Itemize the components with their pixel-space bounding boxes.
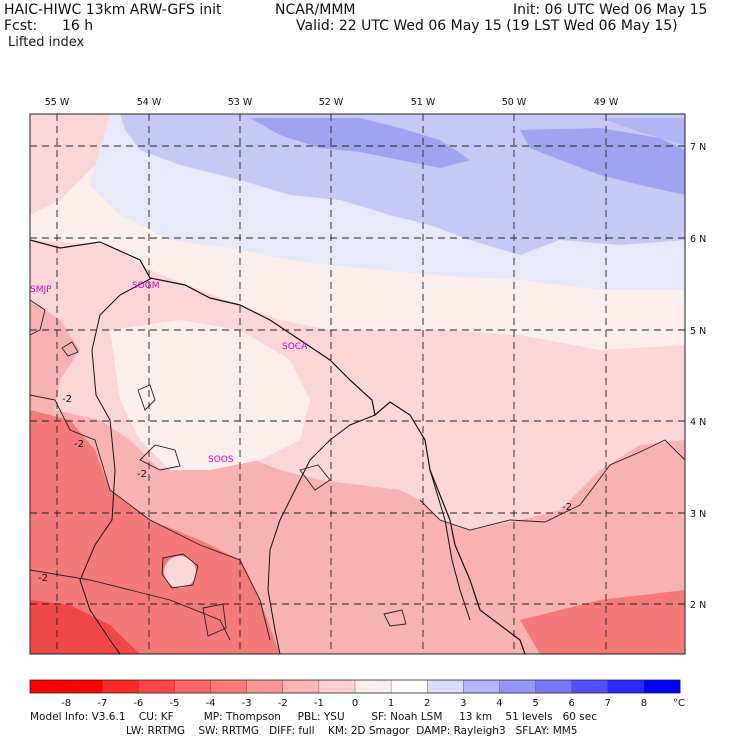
colorbar-swatch (355, 680, 392, 693)
colorbar-tick-label: -6 (133, 698, 143, 709)
lat-label-7n: 7 N (690, 142, 706, 153)
lon-label-50w: 50 W (502, 97, 527, 108)
contour-line-2 (419, 439, 685, 531)
contour-label-1: -2 (62, 394, 72, 405)
contour-line-4 (139, 444, 181, 471)
graticule (30, 114, 685, 654)
valid-time: Valid: 22 UTC Wed 06 May 15 (19 LST Wed … (296, 18, 678, 34)
colorbar-swatch (66, 680, 103, 693)
lon-label-53w: 53 W (228, 97, 253, 108)
contour-line-3 (30, 569, 231, 641)
colorbar-swatch (643, 680, 681, 693)
org-label: NCAR/MMM (275, 2, 356, 18)
colorbar-tick-label: 2 (424, 698, 430, 709)
lat-label-4n: 4 N (690, 417, 706, 428)
field-title: Lifted index (8, 35, 85, 50)
model-info-line2: LW: RRTMG SW: RRTMG DIFF: full KM: 2D Sm… (126, 725, 578, 737)
lon-label-55w: 55 W (45, 97, 70, 108)
colorbar-swatch (607, 680, 645, 693)
border-river (429, 469, 471, 621)
colorbar-tick-label: -1 (314, 698, 324, 709)
lat-label-5n: 5 N (690, 326, 706, 337)
border-east (267, 414, 376, 654)
colorbar-swatches (30, 680, 681, 693)
colorbar-swatch (535, 680, 573, 693)
contour-line-6 (61, 341, 79, 357)
colorbar-tick-label: -2 (278, 698, 288, 709)
colorbar-swatch (318, 680, 356, 693)
colorbar-tick-label: 8 (641, 698, 647, 709)
colorbar-tick-label: -7 (97, 698, 107, 709)
colorbar-swatch (499, 680, 537, 693)
colorbar-swatch (246, 680, 284, 693)
field-neg-mid-sw (30, 410, 280, 654)
forecast-label: Fcst: (4, 18, 38, 34)
station-soca: SOCA (282, 342, 308, 352)
forecast-hours: 16 h (62, 18, 94, 34)
colorbar-swatch (427, 680, 464, 693)
contour-line-9 (299, 464, 331, 491)
colorbar-swatch (391, 680, 428, 693)
colorbar-unit: °C (673, 698, 685, 709)
station-sogm: SOGM (132, 281, 160, 291)
colorbar-swatch (138, 680, 175, 693)
colorbar-tick-label: 3 (460, 698, 466, 709)
model-info-line1: Model Info: V3.6.1 CU: KF MP: Thompson P… (30, 711, 597, 723)
field-pos-mid-1 (250, 118, 470, 168)
contour-label-2: -2 (74, 439, 84, 450)
colorbar-tick-label: 4 (496, 698, 502, 709)
lat-label-2n: 2 N (690, 600, 706, 611)
lat-label-3n: 3 N (690, 509, 706, 520)
contour-line-11 (30, 299, 46, 336)
colorbar-tick-label: -3 (242, 698, 252, 709)
field-near-zero-spot (164, 556, 196, 588)
colorbar-swatch (282, 680, 320, 693)
model-title: HAIC-HIWC 13km ARW-GFS init (4, 2, 222, 18)
init-time: Init: 06 UTC Wed 06 May 15 (513, 2, 708, 18)
station-smjp: SMJP (30, 285, 52, 295)
colorbar-tick-label: -8 (61, 698, 71, 709)
contour-line-10 (383, 609, 407, 627)
lifted-index-map: 55 W 54 W 53 W 52 W 51 W 50 W 49 W 7 N 6… (29, 97, 706, 655)
border-west (79, 277, 153, 654)
lon-label-51w: 51 W (411, 97, 436, 108)
colorbar-tick-label: -4 (206, 698, 216, 709)
colorbar: -8 -7 -6 -5 -4 -3 -2 -1 0 1 2 3 4 5 6 7 8 °C (29, 679, 685, 709)
colorbar-swatch (463, 680, 500, 693)
field-near-zero-bubble (110, 320, 310, 470)
field-neg-mid-se (520, 590, 685, 654)
field-neg-faint-north (30, 114, 125, 215)
colorbar-tick-label: 6 (568, 698, 574, 709)
colorbar-swatch (174, 680, 212, 693)
colorbar-ticks: -8 -7 -6 -5 -4 -3 -2 -1 0 1 2 3 4 5 6 7 8 (61, 680, 647, 709)
map-frame (29, 113, 686, 655)
colorbar-swatch (30, 680, 67, 693)
contour-line-7 (161, 553, 199, 589)
field-neg-strong (30, 600, 140, 654)
lon-label-52w: 52 W (319, 97, 344, 108)
contour-line-8 (202, 603, 227, 637)
shaded-field (30, 114, 685, 654)
colorbar-tick-label: 1 (388, 698, 394, 709)
field-pos-mid-2 (520, 128, 685, 195)
colorbar-swatch (571, 680, 609, 693)
colorbar-tick-label: -5 (169, 698, 179, 709)
contour-line-5 (137, 384, 156, 411)
colorbar-swatch (210, 680, 248, 693)
colorbar-tick-label: 0 (352, 698, 358, 709)
contour-label-5: -2 (562, 502, 572, 513)
station-soos: SOOS (208, 455, 234, 465)
lat-label-6n: 6 N (690, 234, 706, 245)
colorbar-tick-label: 5 (532, 698, 538, 709)
contour-line-1 (30, 394, 271, 641)
field-pos-mid-3 (600, 118, 685, 145)
colorbar-swatch (102, 680, 139, 693)
colorbar-tick-label: 7 (605, 698, 611, 709)
coastline (30, 239, 526, 654)
contour-label-4: -2 (38, 573, 48, 584)
lon-label-54w: 54 W (137, 97, 162, 108)
lon-label-49w: 49 W (594, 97, 619, 108)
contour-label-3: -2 (137, 469, 147, 480)
